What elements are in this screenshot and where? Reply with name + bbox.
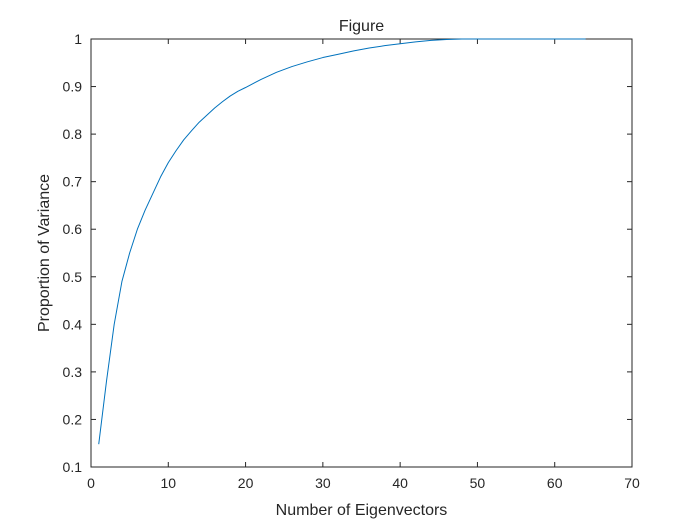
y-axis-ticks: 0.1 0.2 0.3 0.4 0.5 0.6 0.7 0.8 0.9 1 [63,31,632,475]
x-tick-label: 0 [87,475,95,491]
y-tick-label: 0.8 [63,126,83,142]
x-tick-label: 30 [315,475,331,491]
y-tick-label: 0.2 [63,411,83,427]
x-tick-label: 20 [238,475,254,491]
x-axis-ticks: 0 10 20 30 40 50 60 70 [87,39,640,491]
chart-title: Figure [339,18,384,35]
x-tick-label: 10 [160,475,176,491]
x-axis-title: Number of Eigenvectors [276,502,448,519]
y-tick-label: 0.7 [63,174,83,190]
y-tick-label: 0.4 [63,316,83,332]
y-tick-label: 0.1 [63,459,83,475]
y-axis-title: Proportion of Variance [36,174,53,332]
y-tick-label: 0.3 [63,364,83,380]
y-tick-label: 0.6 [63,221,83,237]
series-layer [98,38,586,445]
x-tick-label: 40 [392,475,408,491]
series-line [98,38,586,445]
x-tick-label: 50 [470,475,486,491]
x-tick-label: 60 [547,475,563,491]
y-tick-label: 1 [74,31,82,47]
plot-area [90,38,633,468]
y-tick-label: 0.5 [63,269,83,285]
y-tick-label: 0.9 [63,79,83,95]
x-tick-label: 70 [624,475,640,491]
